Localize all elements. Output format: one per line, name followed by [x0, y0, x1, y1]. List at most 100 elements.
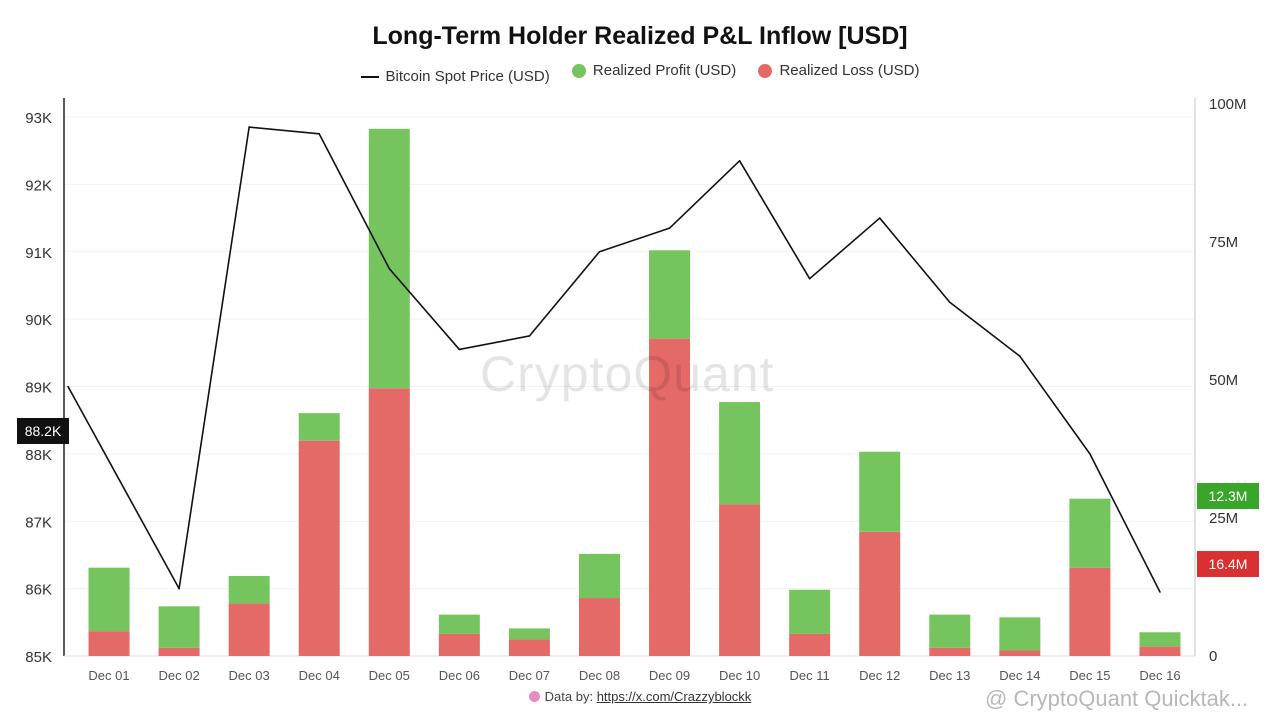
y-right-tick-label: 25M	[1209, 510, 1238, 527]
loss-value-badge: 16.4M	[1197, 551, 1259, 577]
price-point	[738, 159, 741, 162]
y-left-tick-label: 93K	[25, 110, 52, 127]
bar-profit	[228, 575, 270, 604]
brain-icon	[528, 691, 540, 702]
price-point	[878, 217, 881, 219]
legend-item-loss[interactable]: Realized Loss (USD)	[758, 62, 919, 79]
x-tick-label: Dec 12	[859, 668, 900, 683]
x-tick-label: Dec 08	[579, 668, 620, 683]
bar-loss	[859, 531, 901, 656]
chart-title: Long-Term Holder Realized P&L Inflow [US…	[372, 22, 908, 50]
price-point	[67, 385, 69, 388]
price-value-badge: 88.2K	[17, 418, 69, 444]
bar-loss	[298, 440, 340, 656]
y-left-tick-label: 91K	[25, 245, 52, 262]
price-line	[67, 126, 1161, 593]
x-tick-label: Dec 16	[1139, 668, 1180, 683]
legend-item-price[interactable]: Bitcoin Spot Price (USD)	[360, 68, 550, 85]
y-left-tick-label: 85K	[25, 649, 52, 666]
legend-label-price: Bitcoin Spot Price (USD)	[385, 68, 550, 85]
footer-credit: Data by: https://x.com/Crazzyblockk	[0, 689, 1280, 704]
bar-profit	[438, 614, 480, 634]
bar-profit	[508, 628, 550, 640]
bar-loss	[929, 647, 971, 656]
bar-profit	[649, 250, 691, 339]
price-point	[248, 126, 250, 128]
bar-loss	[1069, 567, 1111, 656]
legend-label-profit: Realized Profit (USD)	[592, 62, 737, 79]
price-point	[1019, 355, 1021, 357]
chart-legend: Bitcoin Spot Price (USD) Realized Profit…	[0, 62, 1280, 85]
price-point	[808, 277, 811, 280]
bar-loss	[1139, 646, 1181, 656]
bar-profit	[88, 567, 130, 632]
watermark-text: CryptoQuant	[480, 346, 775, 402]
price-point	[178, 587, 180, 590]
bar-profit	[999, 617, 1041, 651]
price-point	[948, 301, 951, 304]
price-point	[318, 133, 321, 135]
bar-profit	[158, 606, 200, 648]
bar-loss	[719, 504, 761, 656]
bar-profit	[859, 451, 901, 532]
bar-profit	[298, 413, 340, 441]
x-tick-label: Dec 13	[929, 668, 970, 683]
bar-loss	[649, 338, 691, 656]
price-point	[388, 267, 391, 270]
bar-profit	[719, 402, 761, 505]
x-tick-label: Dec 06	[439, 668, 480, 683]
bar-loss	[508, 639, 550, 656]
x-tick-label: Dec 09	[649, 668, 690, 683]
price-point	[1089, 453, 1091, 455]
y-left-tick-label: 88K	[25, 447, 52, 464]
y-right-tick-label: 0	[1209, 648, 1217, 665]
bar-profit	[929, 614, 971, 648]
legend-line-icon	[360, 75, 379, 78]
bar-profit	[368, 128, 410, 389]
y-left-tick-label: 90K	[25, 312, 52, 329]
price-point	[668, 227, 671, 229]
x-tick-label: Dec 01	[88, 668, 129, 683]
y-left-tick-label: 89K	[25, 380, 52, 397]
price-point	[528, 335, 531, 337]
bar-loss	[578, 598, 620, 656]
y-left-tick-label: 86K	[25, 582, 52, 599]
bar-loss	[158, 647, 200, 656]
bar-loss	[368, 388, 410, 656]
bar-loss	[88, 631, 130, 656]
y-left-tick-label: 87K	[25, 514, 52, 531]
footer-prefix: Data by:	[544, 689, 597, 704]
y-left-tick-label: 92K	[25, 177, 52, 194]
x-tick-label: Dec 10	[719, 668, 760, 683]
x-tick-label: Dec 15	[1069, 668, 1110, 683]
profit-value-badge: 12.3M	[1197, 483, 1259, 509]
bar-profit	[1069, 498, 1111, 568]
bar-loss	[789, 633, 831, 656]
bar-loss	[999, 650, 1041, 656]
bar-loss	[438, 633, 480, 656]
y-right-tick-label: 100M	[1209, 96, 1247, 113]
footer-link[interactable]: https://x.com/Crazzyblockk	[596, 689, 752, 704]
bar-loss	[228, 603, 270, 656]
y-right-tick-label: 50M	[1209, 372, 1238, 389]
y-right-tick-label: 75M	[1209, 234, 1238, 251]
x-tick-label: Dec 07	[509, 668, 550, 683]
x-tick-label: Dec 03	[229, 668, 270, 683]
legend-dot-icon	[571, 63, 586, 78]
legend-label-loss: Realized Loss (USD)	[779, 62, 920, 79]
corner-watermark: @ CryptoQuant Quicktak...	[985, 686, 1249, 711]
x-tick-label: Dec 05	[369, 668, 410, 683]
legend-dot-icon	[758, 63, 773, 78]
legend-item-profit[interactable]: Realized Profit (USD)	[571, 62, 737, 79]
bar-profit	[789, 589, 831, 634]
price-point	[458, 348, 461, 351]
bar-profit	[578, 553, 620, 599]
price-point	[598, 250, 601, 253]
bar-profit	[1139, 632, 1181, 647]
x-tick-label: Dec 04	[299, 668, 340, 683]
x-tick-label: Dec 14	[999, 668, 1040, 683]
x-tick-label: Dec 11	[790, 668, 830, 683]
x-tick-label: Dec 02	[158, 668, 199, 683]
price-point	[1159, 591, 1161, 593]
